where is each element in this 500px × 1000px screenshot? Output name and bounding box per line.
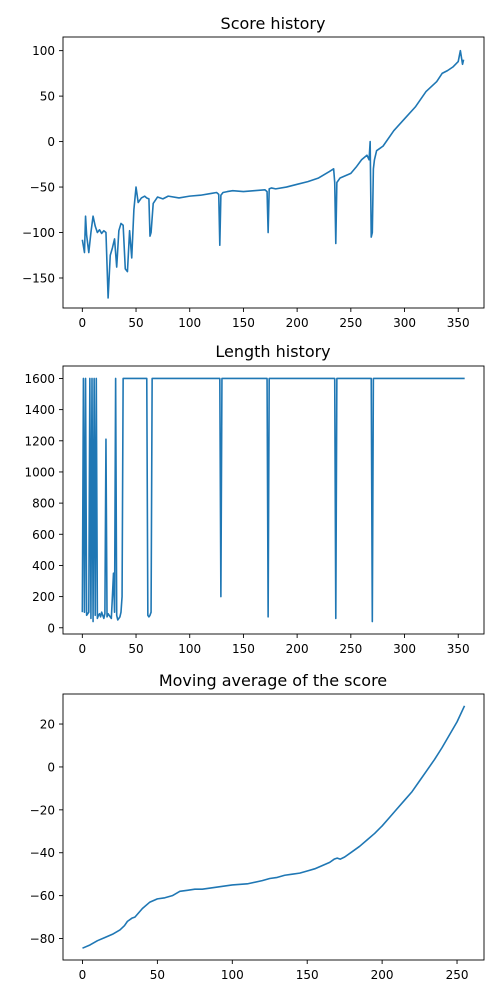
length-y-tick-label: 800 xyxy=(32,497,55,511)
score-y-tick-label: −150 xyxy=(22,271,55,285)
length-y-tick-label: 200 xyxy=(32,590,55,604)
score-y-tick-label: 100 xyxy=(32,44,55,58)
moving-average-x-tick-label: 250 xyxy=(446,968,469,982)
score-x-tick-label: 0 xyxy=(79,316,87,330)
moving-average-y-tick-label: 20 xyxy=(40,718,55,732)
score-y-tick-label: 50 xyxy=(40,90,55,104)
score-x-tick-label: 50 xyxy=(128,316,143,330)
length-y-tick-label: 400 xyxy=(32,559,55,573)
score-x-tick-label: 250 xyxy=(339,316,362,330)
moving-average-y-tick-label: −60 xyxy=(30,889,55,903)
score-x-tick-label: 100 xyxy=(178,316,201,330)
length-y-tick-label: 600 xyxy=(32,528,55,542)
score-history-panel: Score history 0 50 100 150 200 250 300 350 −150 −… xyxy=(22,14,485,330)
length-y-tick-label: 0 xyxy=(47,621,55,635)
length-x-tick-label: 200 xyxy=(286,642,309,656)
score-x-tick-label: 300 xyxy=(393,316,416,330)
moving-average-axes-frame xyxy=(62,693,485,961)
moving-average-x-tick-label: 50 xyxy=(150,968,165,982)
length-y-tick-label: 1000 xyxy=(24,465,55,479)
moving-average-series-line xyxy=(82,705,466,949)
score-axes-frame xyxy=(62,36,485,309)
moving-average-x-tick-label: 0 xyxy=(79,968,87,982)
moving-average-x-tick-label: 150 xyxy=(296,968,319,982)
score-x-tick-label: 350 xyxy=(447,316,470,330)
length-history-panel: Length history 0 50 100 150 200 250 300 350 0 200… xyxy=(24,342,485,656)
length-history-title: Length history xyxy=(215,342,330,361)
score-history-title: Score history xyxy=(221,14,326,33)
length-x-tick-label: 100 xyxy=(178,642,201,656)
length-series-line xyxy=(81,377,465,623)
moving-average-x-tick-label: 200 xyxy=(371,968,394,982)
length-x-tick-label: 0 xyxy=(79,642,87,656)
length-y-tick-label: 1200 xyxy=(24,434,55,448)
moving-average-y-tick-label: 0 xyxy=(47,760,55,774)
moving-average-y-tick-label: −20 xyxy=(30,803,55,817)
score-series-line xyxy=(81,49,465,299)
moving-average-y-tick-label: −80 xyxy=(30,932,55,946)
length-y-tick-label: 1400 xyxy=(24,403,55,417)
length-y-tick-label: 1600 xyxy=(24,372,55,386)
moving-average-title: Moving average of the score xyxy=(159,671,387,690)
score-x-tick-label: 200 xyxy=(286,316,309,330)
score-x-tick-label: 150 xyxy=(232,316,255,330)
length-x-tick-label: 250 xyxy=(339,642,362,656)
length-x-tick-label: 150 xyxy=(232,642,255,656)
length-x-tick-label: 350 xyxy=(447,642,470,656)
moving-average-y-tick-label: −40 xyxy=(30,846,55,860)
score-y-tick-label: −100 xyxy=(22,226,55,240)
length-x-tick-label: 300 xyxy=(393,642,416,656)
score-y-tick-label: −50 xyxy=(30,181,55,195)
moving-average-panel: Moving average of the score 0 50 100 150 200… xyxy=(30,671,485,982)
moving-average-x-tick-label: 100 xyxy=(221,968,244,982)
length-x-tick-label: 50 xyxy=(128,642,143,656)
score-y-tick-label: 0 xyxy=(47,135,55,149)
length-axes-frame xyxy=(62,365,485,635)
